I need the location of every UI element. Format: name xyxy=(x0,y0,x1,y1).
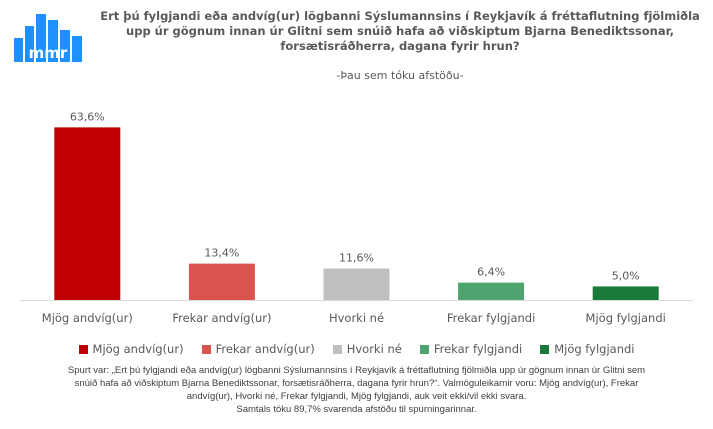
legend-swatch-3 xyxy=(419,344,429,354)
legend-label-0: Mjög andvíg(ur) xyxy=(92,342,184,356)
bar-1 xyxy=(188,263,255,300)
footnote-line-3: andvíg(ur), Hvorki né, Frekar fylgjandi,… xyxy=(186,391,527,402)
legend-item-2: Hvorki né xyxy=(332,342,402,356)
footnote-line-1: Spurt var: „Ert þú fylgjandi eða andvíg(… xyxy=(67,365,646,376)
category-label-3: Frekar fylgjandi xyxy=(447,311,535,325)
bar-4 xyxy=(592,286,659,300)
footnote-line-2: snúið hafa að viðskiptum Bjarna Benedikt… xyxy=(74,378,639,389)
legend-item-0: Mjög andvíg(ur) xyxy=(78,342,184,356)
value-label-0: 63,6% xyxy=(70,110,105,123)
logo-text: mmr xyxy=(29,44,68,62)
chart-title: Ert þú fylgjandi eða andvíg(ur) lögbanni… xyxy=(100,9,700,53)
bar-chart: 63,6% Mjög andvíg(ur) 13,4% Frekar andvíg(u… xyxy=(20,110,693,325)
legend-item-1: Frekar andvíg(ur) xyxy=(201,342,315,356)
legend-label-2: Hvorki né xyxy=(346,342,402,356)
category-label-0: Mjög andvíg(ur) xyxy=(42,311,133,325)
value-label-2: 11,6% xyxy=(339,252,374,265)
value-label-1: 13,4% xyxy=(204,247,239,260)
legend-item-4: Mjög fylgjandi xyxy=(540,342,634,356)
bar-0 xyxy=(54,127,121,300)
footnote-line-4: Samtals tóku 89,7% svarenda afstöðu til … xyxy=(236,404,477,415)
legend-item-3: Frekar fylgjandi xyxy=(419,342,523,356)
category-label-4: Mjög fylgjandi xyxy=(586,311,666,325)
bar-2 xyxy=(323,268,390,300)
value-label-3: 6,4% xyxy=(477,266,505,279)
bar-3 xyxy=(458,282,525,300)
footnote: Spurt var: „Ert þú fylgjandi eða andvíg(… xyxy=(40,364,673,416)
category-label-2: Hvorki né xyxy=(329,311,384,325)
legend-swatch-1 xyxy=(201,344,211,354)
legend-label-4: Mjög fylgjandi xyxy=(554,342,635,356)
legend-label-3: Frekar fylgjandi xyxy=(433,342,523,356)
mmr-logo: mmr xyxy=(14,14,82,62)
chart-legend: Mjög andvíg(ur) Frekar andvíg(ur) Hvorki n… xyxy=(0,342,713,356)
legend-swatch-4 xyxy=(540,344,550,354)
value-label-4: 5,0% xyxy=(612,269,640,282)
legend-swatch-2 xyxy=(332,344,342,354)
category-label-1: Frekar andvíg(ur) xyxy=(172,311,271,325)
chart-subtitle: -Þau sem tóku afstöðu- xyxy=(336,69,464,82)
legend-swatch-0 xyxy=(78,344,88,354)
legend-label-1: Frekar andvíg(ur) xyxy=(215,342,315,356)
